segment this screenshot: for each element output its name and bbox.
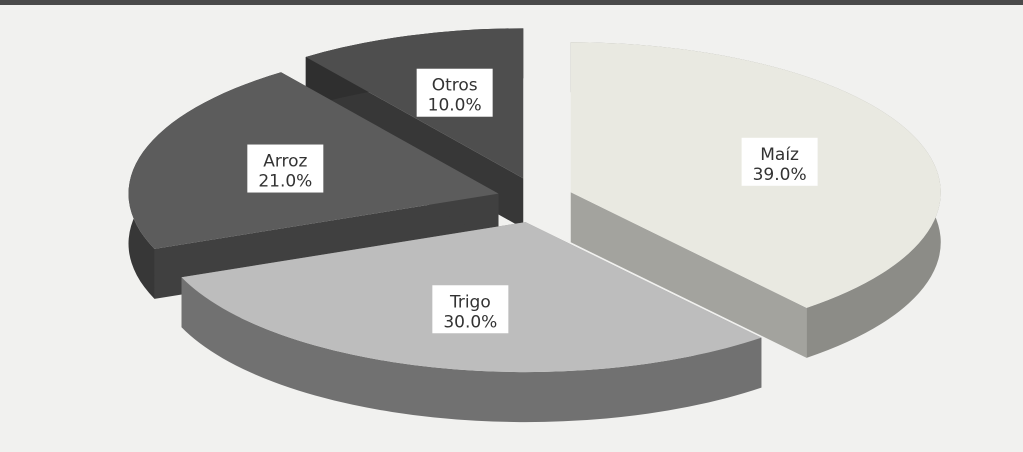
top-border [0,0,1023,5]
value-label: 10.0% [428,96,482,116]
label-box [741,137,818,186]
slice-side [570,192,807,358]
value-label: 30.0% [443,312,497,332]
slice-wall [181,277,762,423]
value-label: 21.0% [258,172,312,192]
category-label: Maíz [760,145,799,165]
label-box [432,285,509,334]
label-box [247,144,324,193]
label-box [416,68,493,117]
slice [305,28,524,179]
category-label: Otros [432,76,478,96]
value-label: 39.0% [753,165,807,185]
category-label: Trigo [449,292,491,312]
category-label: Arroz [263,152,307,172]
